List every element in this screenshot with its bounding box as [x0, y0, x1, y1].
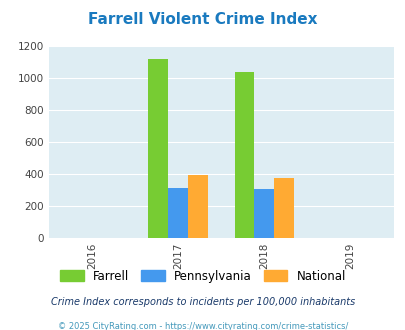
Text: © 2025 CityRating.com - https://www.cityrating.com/crime-statistics/: © 2025 CityRating.com - https://www.city… [58, 322, 347, 330]
Text: Farrell Violent Crime Index: Farrell Violent Crime Index [88, 12, 317, 26]
Bar [234, 72, 254, 238]
Text: Crime Index corresponds to incidents per 100,000 inhabitants: Crime Index corresponds to incidents per… [51, 297, 354, 307]
Legend: Farrell, Pennsylvania, National: Farrell, Pennsylvania, National [55, 265, 350, 287]
Bar [168, 188, 188, 238]
Bar [254, 189, 274, 238]
Bar [274, 178, 294, 238]
Bar [148, 59, 168, 238]
Bar [188, 175, 207, 238]
